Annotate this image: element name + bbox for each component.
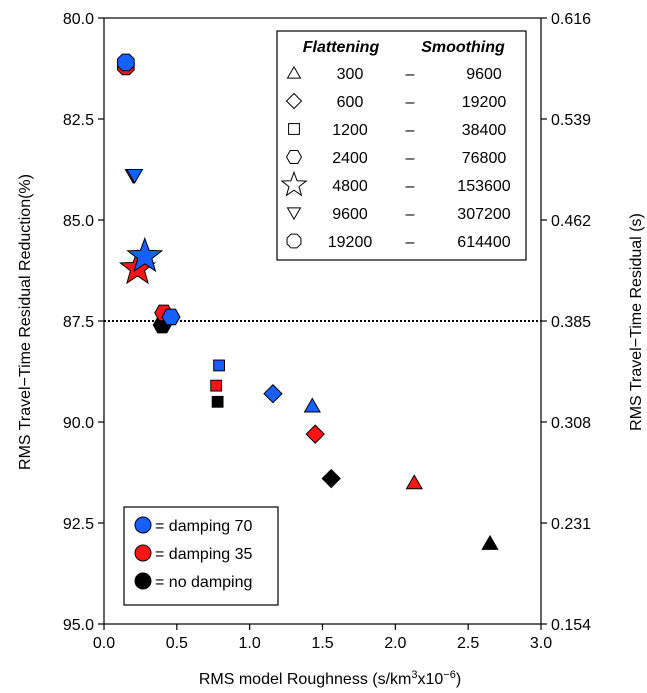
legend-marker-hexagon (285, 150, 303, 164)
y-tick-label: 80.0 (63, 11, 94, 28)
x-tick-label: 1.5 (311, 635, 333, 652)
x-axis-title: RMS model Roughness (s/km3x10−6) (199, 669, 461, 688)
legend-flattening-value: 2400 (332, 150, 368, 167)
x-tick-label: 0.0 (93, 635, 115, 652)
legend-dash: – (406, 94, 415, 111)
color-legend-label: = damping 35 (155, 546, 253, 563)
legend-marker-diamond (285, 92, 303, 110)
data-point-diamond (305, 424, 325, 444)
legend-marker-octagon (286, 233, 302, 249)
data-point-diamond (321, 468, 341, 489)
legend-flattening-value: 19200 (328, 234, 373, 251)
x-tick-label: 0.5 (166, 635, 188, 652)
legend-flattening-value: 9600 (332, 206, 368, 223)
legends: Flattening Smoothing 300 – 9600 600 – 19200 1200… (123, 30, 527, 606)
y-right-tick-label: 0.462 (551, 213, 591, 230)
data-point-star (126, 236, 164, 273)
y-right-tick-label: 0.154 (551, 617, 591, 634)
color-legend-label: = damping 70 (155, 518, 253, 535)
y-tick-label: 90.0 (63, 415, 94, 432)
legend-flattening-value: 300 (337, 66, 364, 83)
legend-dash: – (406, 150, 415, 167)
legend-marker-triangle (286, 65, 302, 79)
legend-marker-square (288, 123, 300, 135)
legend-dash: – (406, 122, 415, 139)
color-legend-label: = no damping (155, 574, 252, 591)
legend-dash: – (406, 178, 415, 195)
data-point-square (210, 379, 223, 392)
color-legend-swatch (134, 516, 152, 534)
legend-header-smoothing: Smoothing (421, 39, 505, 56)
y-tick-label: 92.5 (63, 516, 94, 533)
data-point-hexagon (161, 308, 181, 326)
color-legend-swatch (134, 544, 152, 562)
legend-flattening-value: 4800 (332, 178, 368, 195)
legend-flattening-value: 1200 (332, 122, 368, 139)
data-point-triangle (481, 534, 499, 550)
y-right-tick-label: 0.231 (551, 516, 591, 533)
data-point-diamond (263, 384, 283, 404)
y-right-tick-label: 0.308 (551, 415, 591, 432)
x-tick-label: 1.0 (239, 635, 261, 652)
legend-smoothing-value: 9600 (466, 66, 502, 83)
color-legend-swatch (134, 572, 152, 590)
legend-marker-triangle-down (286, 207, 302, 221)
legend-dash: – (406, 206, 415, 223)
data-point-square (213, 359, 225, 372)
data-point-triangle (303, 397, 321, 413)
legend-flattening-value: 600 (337, 94, 364, 111)
legend-smoothing-value: 614400 (457, 234, 510, 251)
legend-header-flattening: Flattening (303, 39, 380, 56)
y-tick-label: 87.5 (63, 314, 94, 331)
y-axis-title: RMS Travel−Time Residual Reduction(%) (17, 174, 34, 470)
legend-dash: – (406, 66, 415, 83)
legend-smoothing-value: 19200 (462, 94, 507, 111)
legend-smoothing-value: 307200 (457, 206, 510, 223)
data-point-triangle (405, 474, 423, 490)
data-point-square (211, 395, 224, 408)
parameter-legend-box (276, 30, 527, 261)
y-tick-label: 85.0 (63, 213, 94, 230)
y-tick-label: 95.0 (63, 617, 94, 634)
data-points (117, 53, 499, 550)
legend-smoothing-value: 76800 (462, 150, 507, 167)
x-tick-label: 2.5 (457, 635, 479, 652)
legend-marker-star (280, 170, 308, 197)
axes: 0.0 0.5 1.0 1.5 2.0 2.5 3.0 80.0 82.5 85.0 87.5 90.… (63, 11, 591, 652)
y-right-axis-title: RMS Travel−Time Residual (s) (628, 213, 645, 431)
y-right-tick-label: 0.385 (551, 314, 591, 331)
x-tick-label: 2.0 (384, 635, 406, 652)
y-tick-label: 82.5 (63, 112, 94, 129)
y-right-tick-label: 0.616 (551, 11, 591, 28)
legend-smoothing-value: 38400 (462, 122, 507, 139)
legend-smoothing-value: 153600 (457, 178, 510, 195)
data-point-octagon (117, 53, 135, 72)
x-tick-label: 3.0 (530, 635, 552, 652)
legend-dash: – (406, 234, 415, 251)
data-point-triangle-down (125, 168, 144, 184)
y-right-tick-label: 0.539 (551, 112, 591, 129)
